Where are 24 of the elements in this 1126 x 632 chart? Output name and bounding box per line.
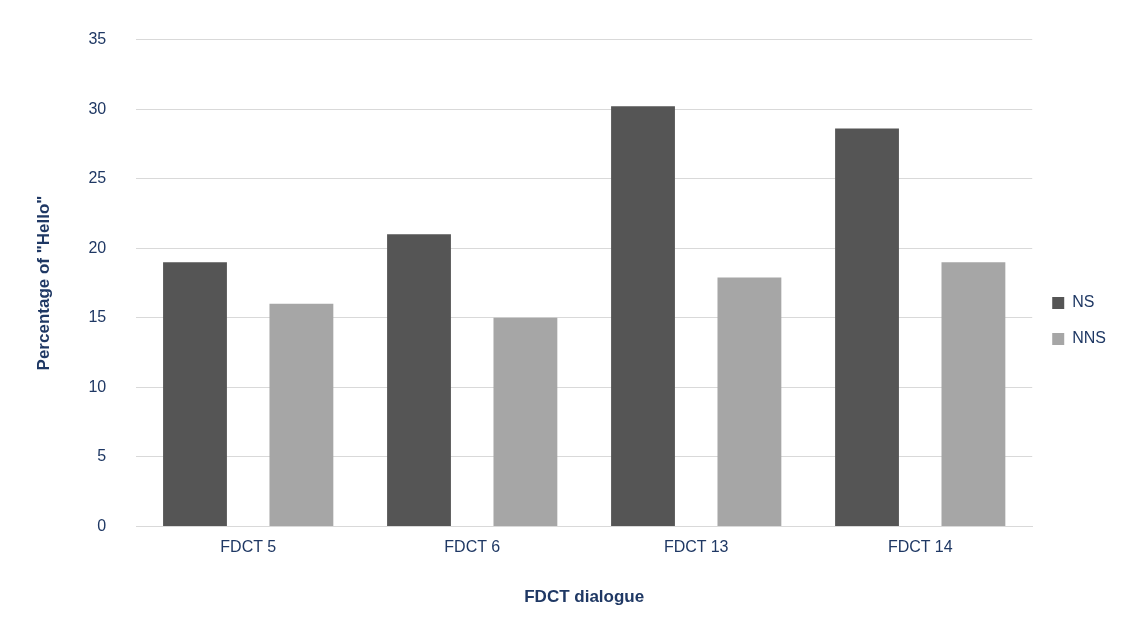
y-tick-label: 5 <box>97 447 107 465</box>
y-tick-label: 15 <box>88 308 107 326</box>
bar <box>611 106 675 526</box>
y-tick-label: 35 <box>88 30 107 48</box>
bar <box>269 303 334 526</box>
bar <box>717 277 782 526</box>
y-tick-label: 30 <box>88 99 107 117</box>
bar <box>387 234 451 526</box>
y-tick-label: 25 <box>88 169 107 187</box>
y-tick-label: 20 <box>88 238 107 256</box>
x-tick-label: FDCT 5 <box>220 538 277 556</box>
bar <box>163 262 227 526</box>
y-tick-label: 10 <box>88 377 107 395</box>
y-axis-title: Percentage of "Hello" <box>33 195 53 371</box>
x-tick-label: FDCT 13 <box>663 538 729 556</box>
legend-label: NS <box>1072 293 1095 311</box>
bar <box>941 262 1006 526</box>
bar <box>493 317 558 526</box>
x-tick-label: FDCT 6 <box>444 538 501 556</box>
bar <box>835 128 899 526</box>
legend-label: NNS <box>1072 329 1106 347</box>
y-tick-label: 0 <box>97 516 107 534</box>
x-axis-title: FDCT dialogue <box>524 587 645 607</box>
x-tick-label: FDCT 14 <box>887 538 953 556</box>
